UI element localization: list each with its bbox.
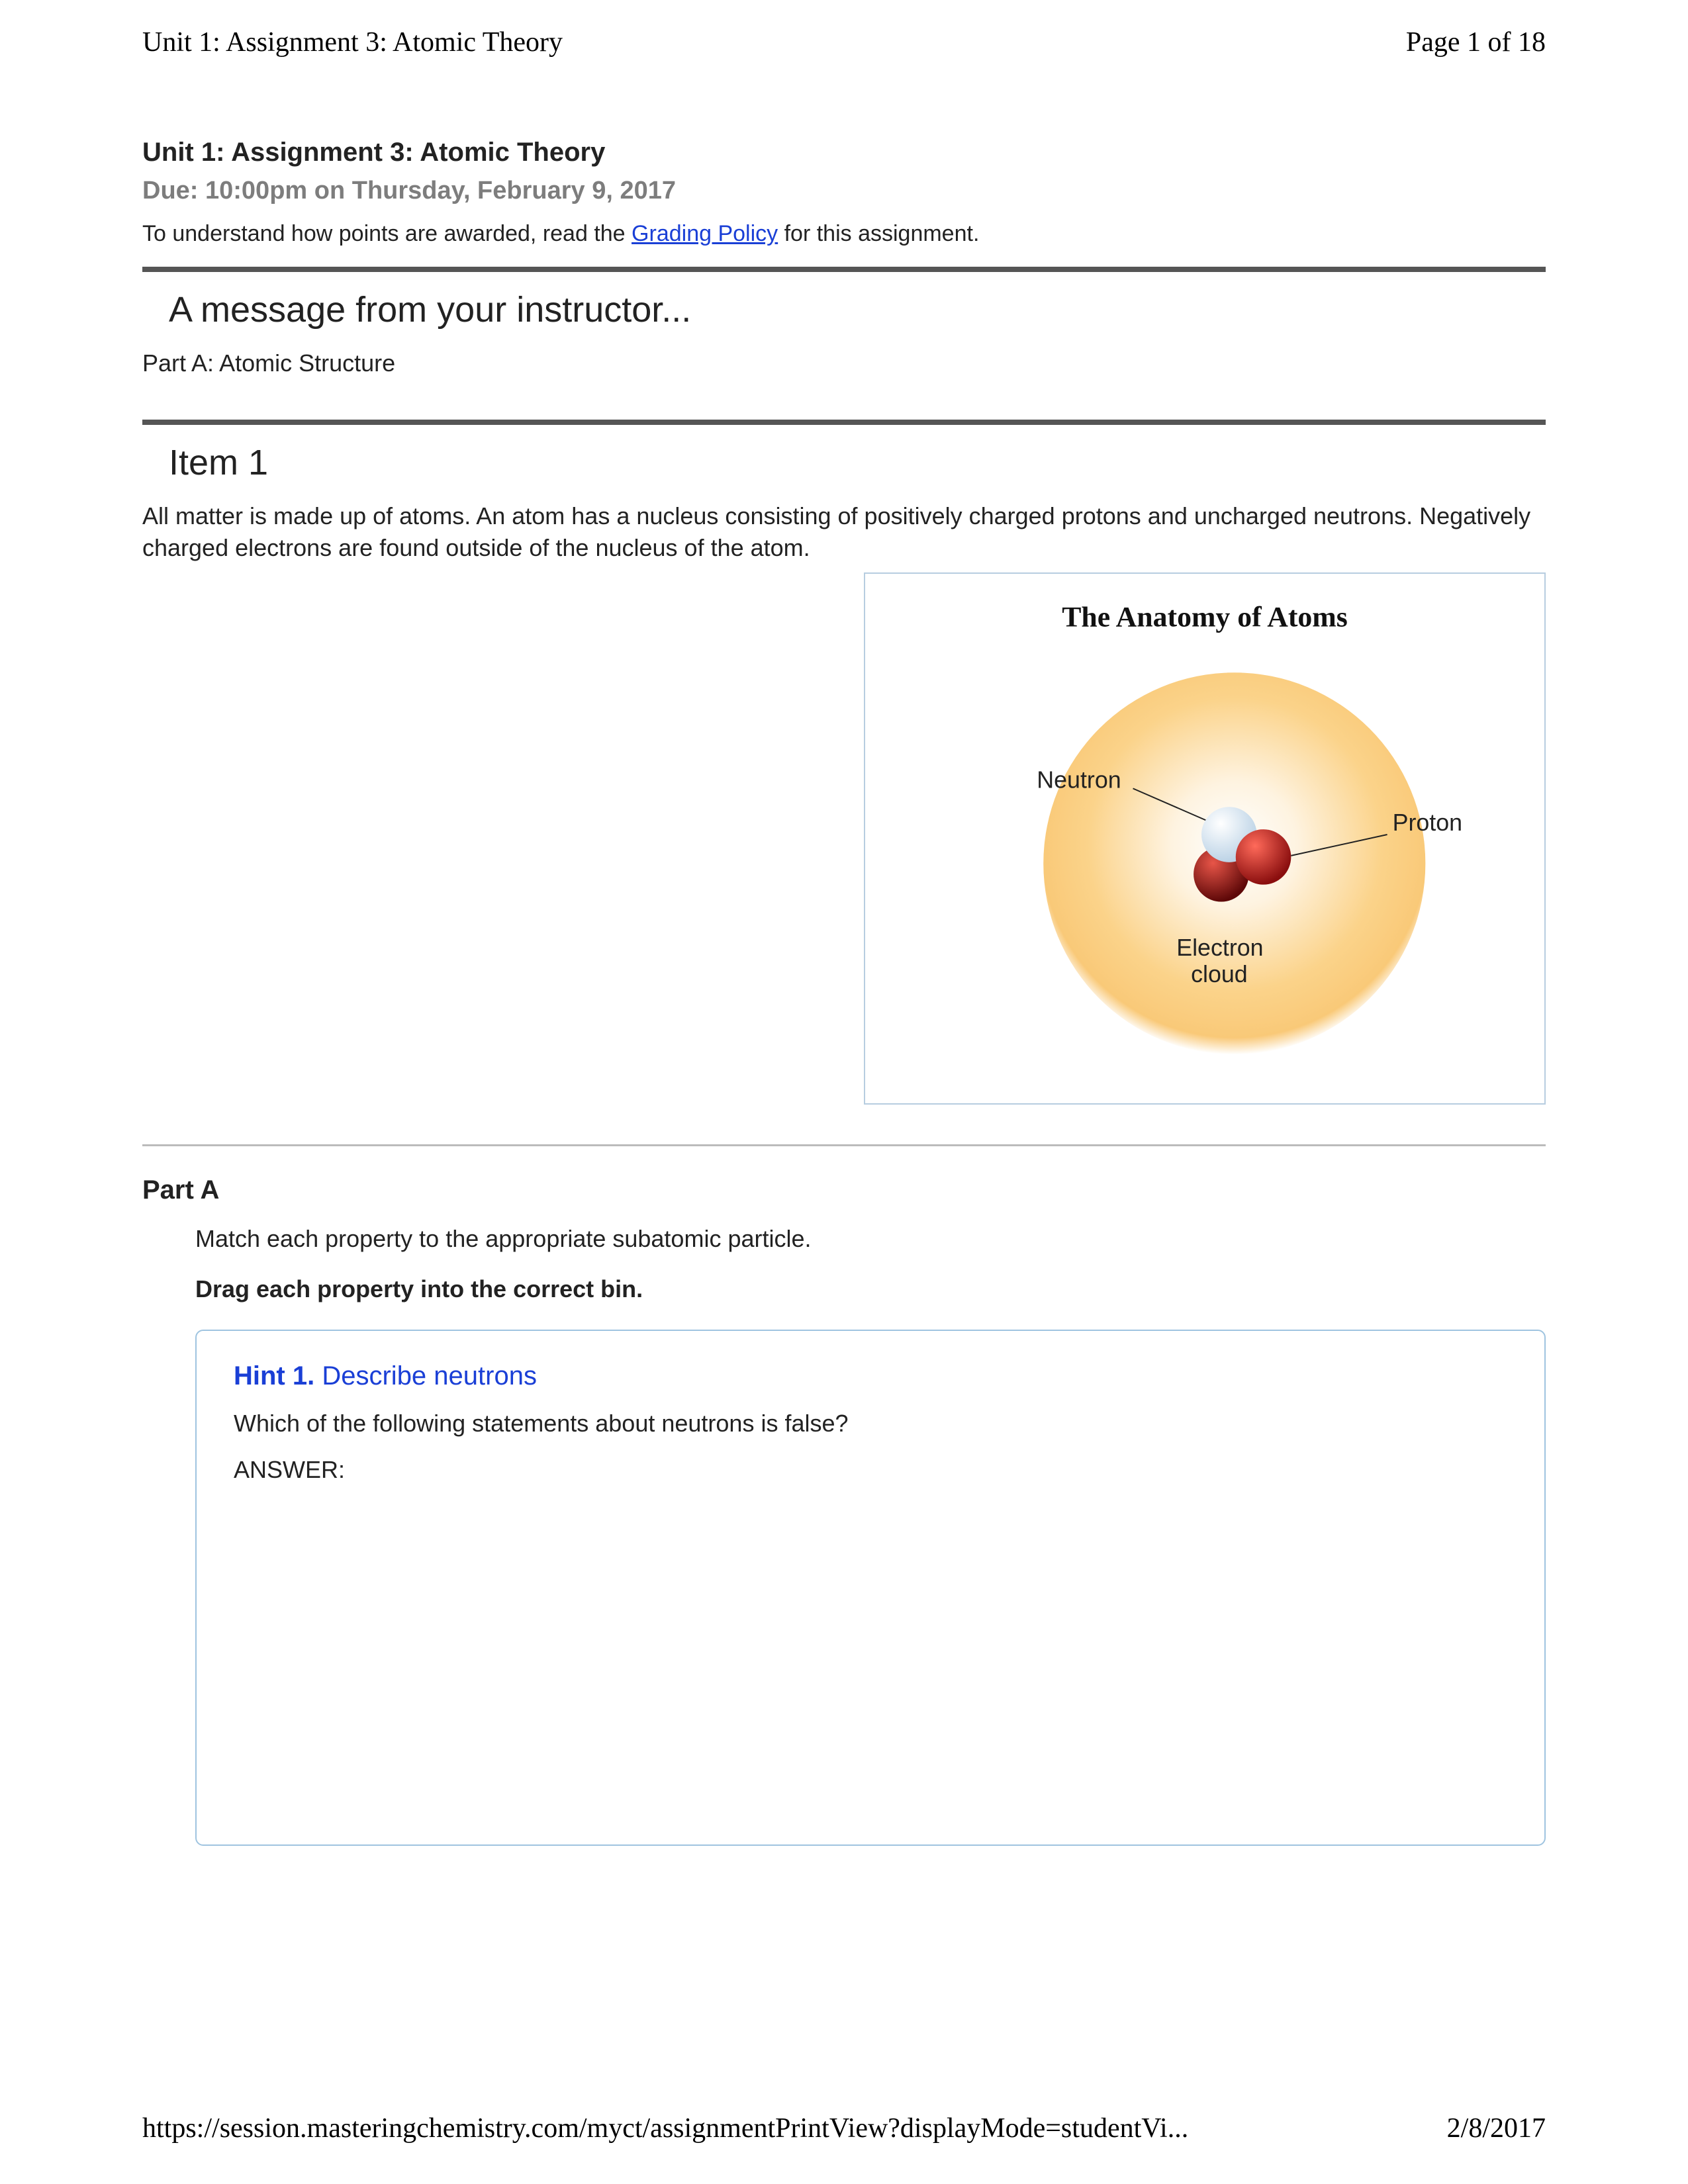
hint-title[interactable]: Hint 1. Describe neutrons xyxy=(234,1361,1507,1391)
svg-text:Proton: Proton xyxy=(1393,809,1463,836)
parta-strong: Drag each property into the correct bin. xyxy=(195,1275,1546,1303)
svg-text:cloud: cloud xyxy=(1191,961,1248,987)
svg-text:The Anatomy of Atoms: The Anatomy of Atoms xyxy=(1062,601,1348,633)
header-right: Page 1 of 18 xyxy=(1406,26,1546,58)
atom-diagram: The Anatomy of Atoms Neutron Proton Electro… xyxy=(864,572,1546,1105)
instructor-msg-body: Part A: Atomic Structure xyxy=(142,347,1546,380)
item1-heading: Item 1 xyxy=(142,425,1546,500)
footer-url: https://session.masteringchemistry.com/m… xyxy=(142,2113,1188,2144)
item1-intro: All matter is made up of atoms. An atom … xyxy=(142,500,1546,565)
assignment-title: Unit 1: Assignment 3: Atomic Theory xyxy=(142,138,1546,167)
divider-thick-1 xyxy=(142,267,1546,272)
instructor-msg-heading: A message from your instructor... xyxy=(142,272,1546,347)
parta-title: Part A xyxy=(142,1175,1546,1205)
assignment-due: Due: 10:00pm on Thursday, February 9, 20… xyxy=(142,177,1546,205)
svg-text:Electron: Electron xyxy=(1176,934,1263,961)
hint-question: Which of the following statements about … xyxy=(234,1410,1507,1437)
grading-policy-link[interactable]: Grading Policy xyxy=(632,221,778,246)
footer-date: 2/8/2017 xyxy=(1447,2113,1546,2144)
hint-box: Hint 1. Describe neutrons Which of the f… xyxy=(195,1330,1546,1846)
hint-answer-label: ANSWER: xyxy=(234,1456,1507,1484)
header-left: Unit 1: Assignment 3: Atomic Theory xyxy=(142,26,563,58)
parta-instruction: Match each property to the appropriate s… xyxy=(195,1225,1546,1253)
points-post: for this assignment. xyxy=(778,221,979,246)
divider-thick-2 xyxy=(142,420,1546,425)
hint-bold: Hint 1. xyxy=(234,1361,314,1390)
svg-text:Neutron: Neutron xyxy=(1037,766,1121,793)
divider-thin xyxy=(142,1144,1546,1146)
hint-rest: Describe neutrons xyxy=(314,1361,537,1390)
points-pre: To understand how points are awarded, re… xyxy=(142,221,632,246)
points-line: To understand how points are awarded, re… xyxy=(142,221,1546,247)
